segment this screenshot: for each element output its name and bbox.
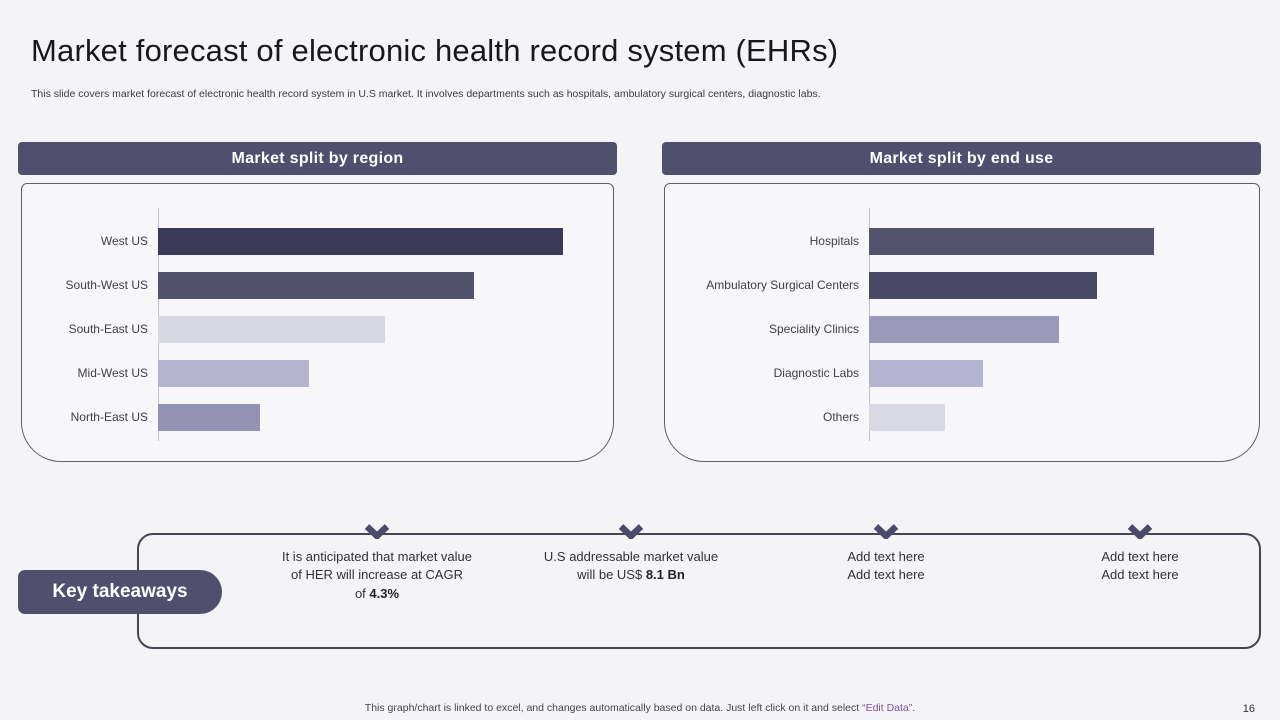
- bar-track: [869, 271, 1249, 299]
- bar-track: [158, 271, 603, 299]
- chevron-down-icon: [618, 524, 644, 539]
- bar-track: [869, 403, 1249, 431]
- bar-track: [869, 227, 1249, 255]
- category-label: West US: [100, 234, 148, 248]
- page-number: 16: [1242, 703, 1255, 715]
- bar-row: South-West US: [34, 263, 603, 307]
- bar-row: South-East US: [34, 307, 603, 351]
- bar-track: [869, 359, 1249, 387]
- slide-subtitle: This slide covers market forecast of ele…: [31, 88, 821, 100]
- takeaway-item: It is anticipated that market value of H…: [247, 524, 507, 603]
- bar-track: [869, 315, 1249, 343]
- bar-row: Speciality Clinics: [677, 307, 1249, 351]
- chevron-down-icon: [1127, 524, 1153, 539]
- region-chart-header: Market split by region: [18, 142, 617, 175]
- takeaway-item: Add text here Add text here: [756, 524, 1016, 585]
- takeaway-item: Add text here Add text here: [1010, 524, 1270, 585]
- bar-track: [158, 315, 603, 343]
- takeaway-text: It is anticipated that market value of H…: [281, 549, 473, 601]
- footer-edit-data-highlight: “Edit Data”: [862, 702, 913, 714]
- bar-row: Hospitals: [677, 219, 1249, 263]
- category-label: Others: [822, 410, 859, 424]
- takeaway-item: U.S addressable market value will be US$…: [501, 524, 761, 585]
- bar-south-west-us[interactable]: [158, 271, 474, 299]
- category-label: Mid-West US: [77, 366, 148, 380]
- bar-mid-west-us[interactable]: [158, 359, 310, 387]
- bar-row: West US: [34, 219, 603, 263]
- footer-note: This graph/chart is linked to excel, and…: [364, 702, 916, 714]
- category-label: North-East US: [70, 410, 148, 424]
- end-use-bar-chart[interactable]: Hospitals Ambulatory Surgical Centers Spec…: [664, 183, 1260, 462]
- bar-diagnostic-labs[interactable]: [869, 359, 983, 387]
- end-use-chart-header: Market split by end use: [662, 142, 1261, 175]
- category-label: Ambulatory Surgical Centers: [706, 278, 859, 292]
- bar-west-us[interactable]: [158, 227, 563, 255]
- category-label: Hospitals: [809, 234, 859, 248]
- bar-track: [158, 403, 603, 431]
- page-title: Market forecast of electronic health rec…: [31, 33, 839, 68]
- category-label: South-East US: [68, 322, 148, 336]
- bar-track: [158, 227, 603, 255]
- bar-rows: Hospitals Ambulatory Surgical Centers Spec…: [677, 219, 1249, 439]
- bar-row: Mid-West US: [34, 351, 603, 395]
- bar-row: Diagnostic Labs: [677, 351, 1249, 395]
- bar-others[interactable]: [869, 403, 945, 431]
- bar-south-east-us[interactable]: [158, 315, 385, 343]
- takeaway-text: Add text here Add text here: [847, 549, 925, 583]
- bar-north-east-us[interactable]: [158, 403, 261, 431]
- takeaway-text: Add text here Add text here: [1101, 549, 1179, 583]
- category-label: South-West US: [65, 278, 148, 292]
- region-bar-chart[interactable]: West US South-West US South-East US Mid-Wes…: [21, 183, 614, 462]
- bar-row: Ambulatory Surgical Centers: [677, 263, 1249, 307]
- chevron-down-icon: [873, 524, 899, 539]
- takeaway-text: U.S addressable market value will be US$…: [543, 549, 719, 583]
- category-label: Speciality Clinics: [768, 322, 859, 336]
- bar-ambulatory-surgical-centers[interactable]: [869, 271, 1097, 299]
- bar-rows: West US South-West US South-East US Mid-Wes…: [34, 219, 603, 439]
- category-label: Diagnostic Labs: [773, 366, 859, 380]
- bar-row: Others: [677, 395, 1249, 439]
- bar-speciality-clinics[interactable]: [869, 315, 1059, 343]
- bar-hospitals[interactable]: [869, 227, 1154, 255]
- bar-row: North-East US: [34, 395, 603, 439]
- key-takeaways-label: Key takeaways: [18, 570, 222, 614]
- chevron-down-icon: [364, 524, 390, 539]
- bar-track: [158, 359, 603, 387]
